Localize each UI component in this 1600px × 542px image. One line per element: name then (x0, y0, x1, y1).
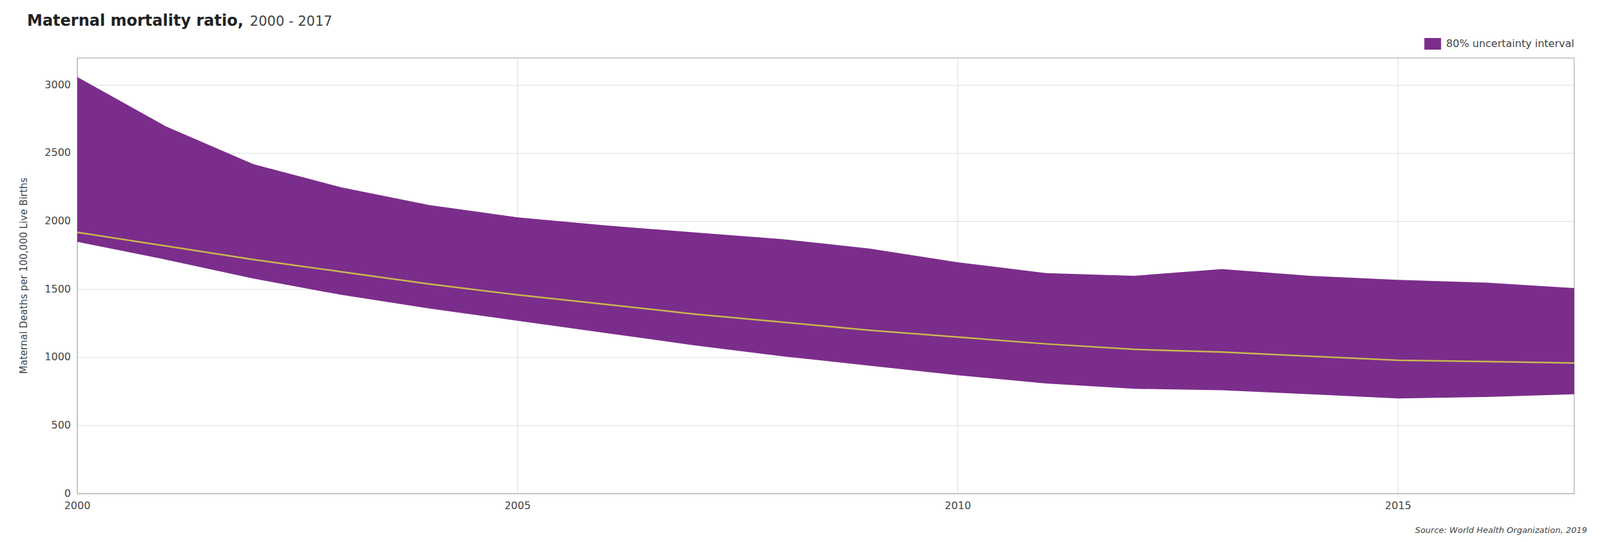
y-tick-label: 2000 (44, 214, 71, 227)
y-tick-label: 1000 (44, 350, 71, 363)
plot-area (77, 77, 1575, 399)
legend-label: 80% uncertainty interval (1445, 37, 1575, 50)
y-tick-label: 0 (64, 487, 71, 500)
y-grid-line (77, 85, 1575, 86)
y-tick-label: 3000 (44, 78, 71, 91)
x-tick-label: 2000 (64, 499, 91, 512)
central-line (77, 231, 1575, 363)
source-note: Source: World Health Organization, 2019 (1415, 525, 1588, 535)
tick-labels: 0 500 1000 1500 2000 2500 3000 2000 2005 2010 2015 (44, 78, 1412, 512)
subtitle: 2000 - 2017 (250, 13, 333, 29)
x-tick-label: 2015 (1384, 499, 1412, 512)
title-main: Maternal mortality ratio, (27, 11, 244, 30)
y-axis-label: Maternal Deaths per 100,000 Live Births (18, 177, 30, 375)
title: Maternal mortality ratio, 2000 - 2017 (27, 11, 333, 30)
background (0, 0, 1600, 542)
x-tick-label: 2005 (504, 499, 531, 512)
y-tick-label: 1500 (44, 282, 71, 296)
chart: 0 500 1000 1500 2000 2500 3000 2000 2005 2010 2015… (0, 0, 1600, 542)
plot-frame (77, 57, 1575, 494)
x-tick-label: 2010 (944, 499, 972, 512)
y-grid-line (77, 152, 1575, 154)
x-grid-line (1397, 57, 1399, 494)
y-tick-label: 2500 (44, 146, 71, 159)
y-grid-line (77, 425, 1575, 426)
legend-swatch (1424, 38, 1441, 50)
grid (77, 57, 1575, 494)
uncertainty-band (77, 77, 1575, 399)
y-tick-label: 500 (50, 418, 71, 432)
legend: 80% uncertainty interval (1424, 37, 1575, 51)
